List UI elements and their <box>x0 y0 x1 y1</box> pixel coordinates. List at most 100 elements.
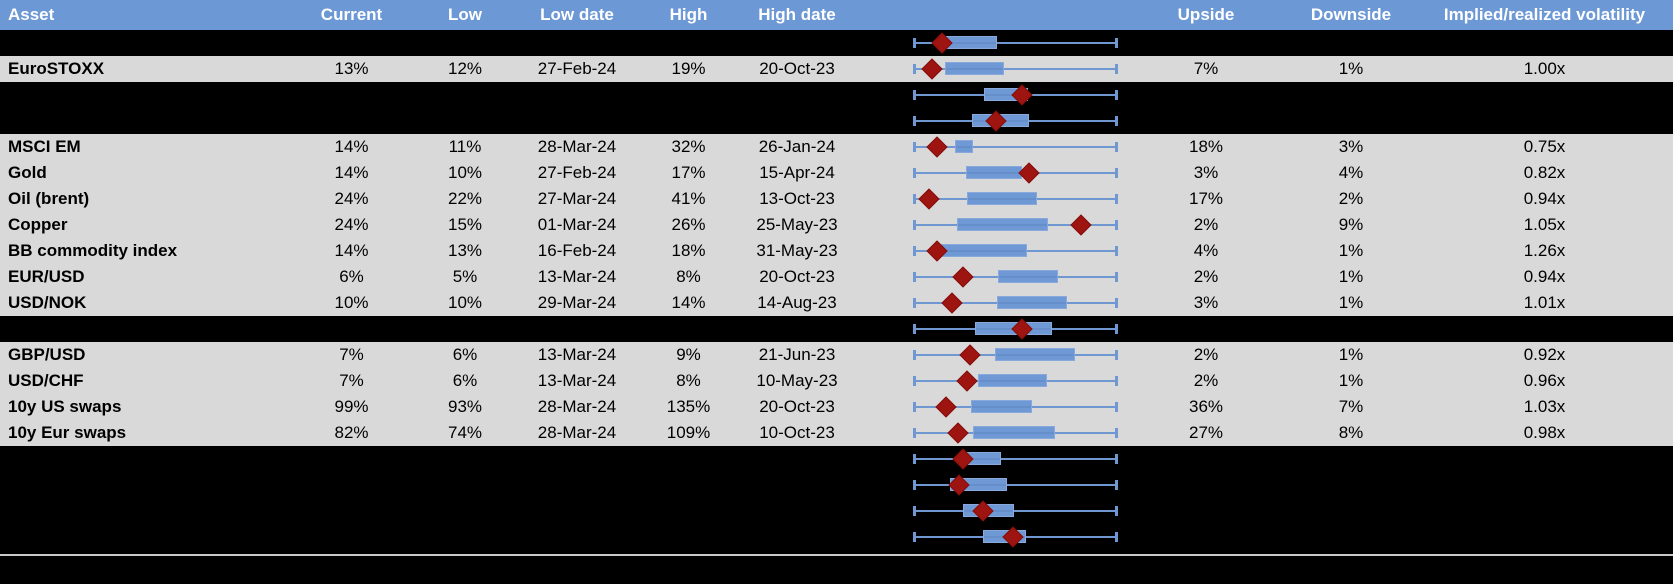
cell-current[interactable]: 99% <box>334 397 369 416</box>
cell-upside[interactable]: 2% <box>1193 215 1219 234</box>
column-header-low-date[interactable]: Low date <box>540 5 614 24</box>
cell-implied-realized[interactable] <box>1416 30 1673 56</box>
cell-current[interactable]: 6% <box>339 267 364 286</box>
cell-downside[interactable] <box>1286 108 1416 134</box>
cell-downside[interactable] <box>1286 524 1416 550</box>
cell-high[interactable] <box>637 30 740 56</box>
cell-current[interactable]: 24% <box>334 189 369 208</box>
cell-high[interactable]: 26% <box>671 215 706 234</box>
cell-downside[interactable]: 7% <box>1338 397 1364 416</box>
boxplot[interactable] <box>913 56 1118 82</box>
cell-upside[interactable]: 27% <box>1188 423 1224 442</box>
cell-downside[interactable]: 9% <box>1338 215 1364 234</box>
cell-high-date[interactable]: 21-Jun-23 <box>758 345 836 364</box>
cell-high[interactable]: 41% <box>671 189 706 208</box>
cell-upside[interactable]: 3% <box>1193 293 1219 312</box>
cell-current[interactable]: 7% <box>339 371 364 390</box>
boxplot[interactable] <box>913 160 1118 186</box>
cell-low[interactable] <box>413 316 517 342</box>
cell-current[interactable] <box>290 82 413 108</box>
cell-low[interactable]: 93% <box>447 397 483 416</box>
cell-asset[interactable]: EUR/USD <box>8 267 85 286</box>
cell-current[interactable] <box>290 524 413 550</box>
column-header-low[interactable]: Low <box>448 5 482 24</box>
cell-current[interactable]: 14% <box>334 163 369 182</box>
cell-high-date[interactable]: 20-Oct-23 <box>759 267 835 286</box>
cell-downside[interactable]: 1% <box>1338 345 1364 364</box>
cell-downside[interactable]: 2% <box>1338 189 1364 208</box>
cell-current[interactable] <box>290 498 413 524</box>
cell-implied-realized[interactable] <box>1416 446 1673 472</box>
cell-high[interactable]: 135% <box>666 397 711 416</box>
cell-low[interactable]: 10% <box>447 163 483 182</box>
cell-low[interactable] <box>413 472 517 498</box>
cell-upside[interactable]: 2% <box>1193 267 1219 286</box>
cell-high[interactable] <box>637 472 740 498</box>
cell-current[interactable] <box>290 472 413 498</box>
cell-low-date[interactable] <box>517 108 637 134</box>
cell-upside[interactable] <box>1126 524 1286 550</box>
cell-low-date[interactable]: 13-Mar-24 <box>537 267 617 286</box>
boxplot[interactable] <box>913 342 1118 368</box>
cell-low[interactable] <box>413 498 517 524</box>
cell-downside[interactable] <box>1286 498 1416 524</box>
boxplot[interactable] <box>913 134 1118 160</box>
cell-implied-realized[interactable] <box>1416 472 1673 498</box>
cell-high[interactable] <box>637 108 740 134</box>
cell-downside[interactable]: 1% <box>1338 267 1364 286</box>
cell-current[interactable]: 10% <box>334 293 369 312</box>
cell-high-date[interactable]: 20-Oct-23 <box>759 397 835 416</box>
cell-high-date[interactable]: 25-May-23 <box>756 215 838 234</box>
cell-current[interactable]: 82% <box>334 423 369 442</box>
boxplot[interactable] <box>913 498 1118 524</box>
cell-implied-realized[interactable] <box>1416 316 1673 342</box>
cell-implied-realized[interactable]: 1.05x <box>1523 215 1566 234</box>
boxplot[interactable] <box>913 420 1118 446</box>
cell-low-date[interactable] <box>517 30 637 56</box>
cell-asset[interactable]: Oil (brent) <box>8 189 90 208</box>
cell-low-date[interactable]: 28-Mar-24 <box>537 423 617 442</box>
cell-asset[interactable]: 10y US swaps <box>8 397 122 416</box>
cell-low-date[interactable] <box>517 498 637 524</box>
cell-upside[interactable] <box>1126 498 1286 524</box>
cell-low[interactable]: 12% <box>447 59 483 78</box>
cell-low-date[interactable]: 27-Feb-24 <box>537 59 617 78</box>
cell-implied-realized[interactable]: 1.03x <box>1523 397 1566 416</box>
cell-high[interactable]: 17% <box>671 163 706 182</box>
cell-asset[interactable]: USD/CHF <box>8 371 84 390</box>
cell-low-date[interactable]: 13-Mar-24 <box>537 371 617 390</box>
cell-implied-realized[interactable]: 0.94x <box>1523 267 1566 286</box>
cell-current[interactable]: 7% <box>339 345 364 364</box>
cell-low-date[interactable]: 29-Mar-24 <box>537 293 617 312</box>
cell-low[interactable]: 22% <box>447 189 483 208</box>
cell-high-date[interactable]: 15-Apr-24 <box>759 163 835 182</box>
cell-upside[interactable]: 36% <box>1188 397 1224 416</box>
cell-current[interactable]: 14% <box>334 137 369 156</box>
cell-asset[interactable] <box>0 498 290 524</box>
cell-implied-realized[interactable] <box>1416 82 1673 108</box>
cell-downside[interactable]: 8% <box>1338 423 1364 442</box>
cell-upside[interactable] <box>1126 108 1286 134</box>
cell-low[interactable] <box>413 524 517 550</box>
cell-implied-realized[interactable]: 0.96x <box>1523 371 1566 390</box>
cell-high-date[interactable]: 10-May-23 <box>756 371 838 390</box>
cell-high-date[interactable] <box>740 524 854 550</box>
cell-low[interactable]: 10% <box>447 293 483 312</box>
cell-low[interactable] <box>413 30 517 56</box>
cell-implied-realized[interactable]: 1.01x <box>1523 293 1566 312</box>
cell-upside[interactable]: 4% <box>1193 241 1219 260</box>
cell-high[interactable]: 32% <box>671 137 706 156</box>
cell-downside[interactable]: 1% <box>1338 293 1364 312</box>
cell-low-date[interactable]: 27-Mar-24 <box>537 189 617 208</box>
column-header-upside[interactable]: Upside <box>1177 5 1235 24</box>
boxplot[interactable] <box>913 524 1118 550</box>
cell-current[interactable]: 14% <box>334 241 369 260</box>
cell-high-date[interactable]: 20-Oct-23 <box>759 59 835 78</box>
cell-implied-realized[interactable] <box>1416 108 1673 134</box>
cell-downside[interactable] <box>1286 316 1416 342</box>
cell-high-date[interactable] <box>740 108 854 134</box>
boxplot[interactable] <box>913 472 1118 498</box>
cell-high[interactable]: 14% <box>671 293 706 312</box>
cell-implied-realized[interactable]: 0.92x <box>1523 345 1566 364</box>
cell-high[interactable] <box>637 82 740 108</box>
